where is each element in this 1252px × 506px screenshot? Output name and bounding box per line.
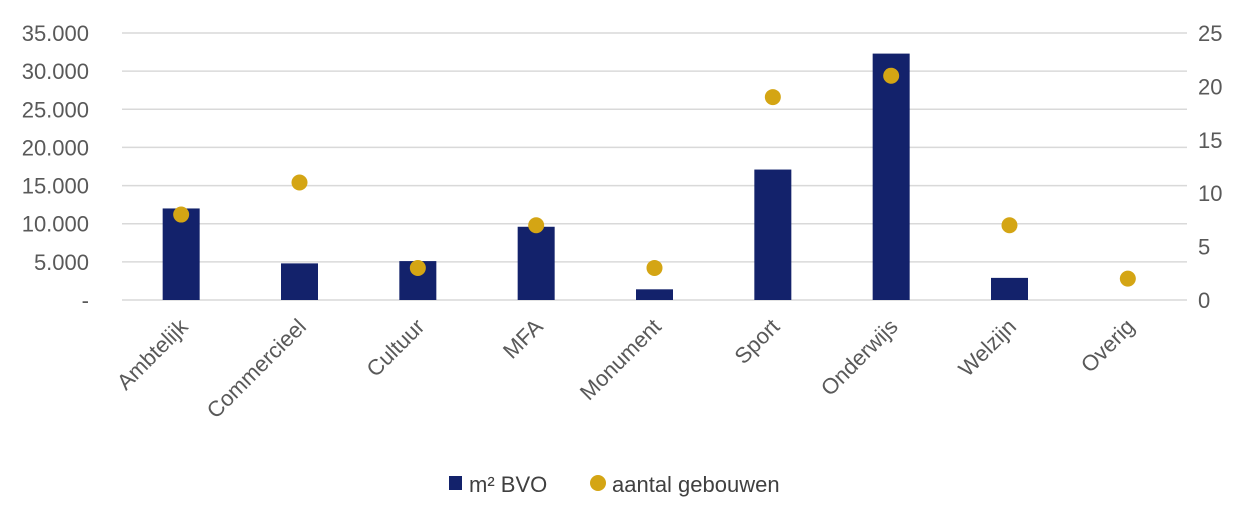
legend-label-bar: m² BVO (469, 472, 547, 497)
left-tick-label: 5.000 (34, 250, 89, 275)
category-label: Sport (730, 314, 785, 369)
category-label: MFA (498, 314, 548, 364)
left-tick-label: 25.000 (22, 97, 89, 122)
right-axis: 0 5 10 15 20 25 (1198, 21, 1222, 313)
bar (517, 226, 555, 300)
left-tick-label: 30.000 (22, 59, 89, 84)
legend-swatch-dot (590, 475, 606, 491)
bar (991, 277, 1028, 300)
gridlines (122, 32, 1187, 301)
data-point (409, 259, 426, 276)
category-label: Welzijn (953, 314, 1021, 382)
bar (636, 289, 673, 300)
left-tick-label: 15.000 (22, 174, 89, 199)
data-point (528, 217, 545, 234)
data-point (764, 89, 781, 106)
data-point (291, 174, 308, 191)
legend-label-dot: aantal gebouwen (612, 472, 780, 497)
left-tick-label: 10.000 (22, 212, 89, 237)
category-label: Monument (575, 314, 666, 405)
data-point (1001, 217, 1018, 234)
data-point (883, 67, 900, 84)
category-label: Onderwijs (816, 314, 903, 401)
category-label: Ambtelijk (112, 313, 193, 394)
right-tick-label: 10 (1198, 181, 1222, 206)
bar-series (162, 53, 1028, 301)
legend: m² BVO aantal gebouwen (449, 472, 780, 497)
data-point (1119, 270, 1136, 287)
right-tick-label: 0 (1198, 288, 1210, 313)
right-tick-label: 5 (1198, 235, 1210, 260)
right-tick-label: 20 (1198, 74, 1222, 99)
left-tick-label: 35.000 (22, 21, 89, 46)
right-tick-label: 25 (1198, 21, 1222, 46)
scatter-series (173, 67, 1136, 287)
bar (754, 169, 792, 300)
data-point (173, 206, 190, 223)
left-axis: - 5.000 10.000 15.000 20.000 25.000 30.000 35.0… (22, 21, 89, 313)
left-tick-label: - (82, 288, 89, 313)
bar (281, 263, 318, 300)
category-label: Commercieel (202, 314, 311, 423)
left-tick-label: 20.000 (22, 135, 89, 160)
data-point (646, 259, 663, 276)
category-label: Cultuur (362, 314, 430, 382)
right-tick-label: 15 (1198, 128, 1222, 153)
category-axis: Ambtelijk Commercieel Cultuur MFA Monument Sp… (112, 313, 1139, 423)
bar (872, 53, 910, 301)
category-label: Overig (1076, 314, 1139, 377)
legend-swatch-bar (449, 476, 462, 490)
bar (162, 208, 200, 300)
